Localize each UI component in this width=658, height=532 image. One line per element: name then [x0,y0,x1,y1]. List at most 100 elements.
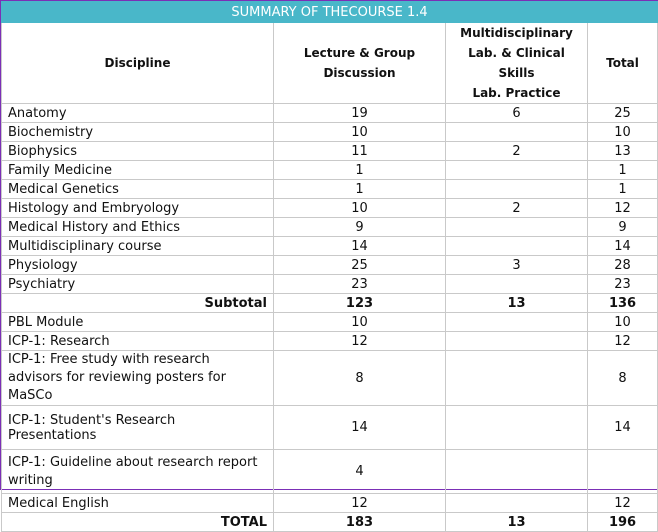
lab-cell [445,122,588,142]
header-row: Discipline Lecture & Group Discussion Mu… [1,22,658,104]
table-row: Biochemistry 10 10 [1,122,658,142]
subtotal-total: 136 [586,293,658,313]
total-cell: 23 [586,274,658,294]
header-lab-line3: Lab. Practice [472,86,561,100]
lab-cell [445,274,588,294]
lab-cell [445,331,588,351]
discipline-cell: Physiology [1,255,274,275]
total-cell: 14 [586,236,658,256]
lecture-cell: 8 [273,350,446,406]
lecture-cell: 9 [273,217,446,237]
grand-total-row: TOTAL 183 13 196 [1,512,658,532]
lecture-cell: 25 [273,255,446,275]
lab-cell [445,405,588,450]
lecture-cell: 12 [273,493,446,513]
total-cell: 28 [586,255,658,275]
header-total: Total [586,22,658,104]
table-row: Psychiatry 23 23 [1,274,658,294]
table-row: Multidisciplinary course 14 14 [1,236,658,256]
total-cell: 1 [586,179,658,199]
lab-cell: 2 [445,198,588,218]
lab-cell: 3 [445,255,588,275]
table-row: Family Medicine 1 1 [1,160,658,180]
grand-total-label: TOTAL [1,512,274,532]
lecture-cell: 23 [273,274,446,294]
subtotal-lab: 13 [445,293,588,313]
lab-cell [445,179,588,199]
grand-total-lab: 13 [445,512,588,532]
total-cell: 1 [586,160,658,180]
lab-cell [445,160,588,180]
header-discipline: Discipline [1,22,274,104]
table-row: ICP-1: Guideline about research report w… [1,449,658,494]
lab-cell: 2 [445,141,588,161]
discipline-cell: PBL Module [1,312,274,332]
total-cell: 10 [586,312,658,332]
lecture-cell: 1 [273,160,446,180]
discipline-cell: Biophysics [1,141,274,161]
discipline-cell: Biochemistry [1,122,274,142]
lecture-cell: 14 [273,405,446,450]
discipline-cell: Family Medicine [1,160,274,180]
total-cell: 12 [586,493,658,513]
lecture-cell: 10 [273,122,446,142]
grand-total-lecture: 183 [273,512,446,532]
subtotal-label: Subtotal [1,293,274,313]
table-row: ICP-1: Free study with research advisors… [1,350,658,406]
discipline-cell: ICP-1: Research [1,331,274,351]
table-row: Anatomy 19 6 25 [1,103,658,123]
lab-cell [445,449,588,494]
subtotal-lecture: 123 [273,293,446,313]
lecture-cell: 4 [273,449,446,494]
title-row: SUMMARY OF THECOURSE 1.4 [0,1,658,23]
lab-cell [445,493,588,513]
table-row: PBL Module 10 10 [1,312,658,332]
discipline-cell: ICP-1: Free study with research advisors… [1,350,274,406]
table-row: Medical English 12 12 [1,493,658,513]
total-cell: 25 [586,103,658,123]
discipline-cell: Medical English [1,493,274,513]
lab-cell [445,350,588,406]
total-cell: 13 [586,141,658,161]
discipline-cell: Medical History and Ethics [1,217,274,237]
lecture-cell: 12 [273,331,446,351]
lab-cell [445,217,588,237]
total-cell: 12 [586,198,658,218]
lab-cell [445,312,588,332]
table-row: Histology and Embryology 10 2 12 [1,198,658,218]
lecture-cell: 10 [273,198,446,218]
discipline-cell: Multidisciplinary course [1,236,274,256]
lecture-cell: 14 [273,236,446,256]
lab-cell: 6 [445,103,588,123]
lecture-cell: 19 [273,103,446,123]
total-cell: 12 [586,331,658,351]
table-row: ICP-1: Student's Research Presentations 1… [1,405,658,450]
header-lab-line2: Lab. & Clinical Skills [468,46,565,80]
table-row: Biophysics 11 2 13 [1,141,658,161]
discipline-cell: Anatomy [1,103,274,123]
discipline-cell: ICP-1: Guideline about research report w… [1,449,274,494]
discipline-cell: Histology and Embryology [1,198,274,218]
table-row: Medical Genetics 1 1 [1,179,658,199]
header-lecture: Lecture & Group Discussion [273,22,446,104]
total-cell: 8 [586,350,658,406]
lecture-cell: 1 [273,179,446,199]
total-cell [586,449,658,494]
table-row: ICP-1: Research 12 12 [1,331,658,351]
header-lab-line1: Multidisciplinary [460,26,573,40]
table-title: SUMMARY OF THECOURSE 1.4 [0,1,658,23]
lecture-cell: 10 [273,312,446,332]
header-lab: Multidisciplinary Lab. & Clinical Skills… [445,22,588,104]
lecture-cell: 11 [273,141,446,161]
subtotal-row: Subtotal 123 13 136 [1,293,658,313]
discipline-cell: Medical Genetics [1,179,274,199]
discipline-cell: ICP-1: Student's Research Presentations [1,405,274,450]
lab-cell [445,236,588,256]
discipline-cell: Psychiatry [1,274,274,294]
grand-total-total: 196 [586,512,658,532]
table-row: Medical History and Ethics 9 9 [1,217,658,237]
table-row: Physiology 25 3 28 [1,255,658,275]
total-cell: 14 [586,405,658,450]
